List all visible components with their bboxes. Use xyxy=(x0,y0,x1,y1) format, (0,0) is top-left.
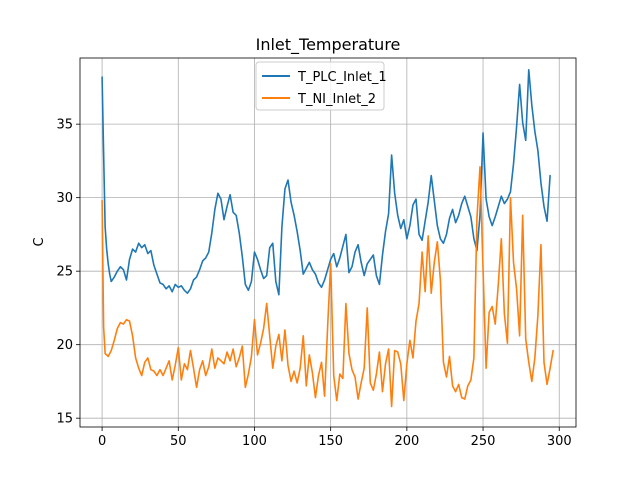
y-tick-label: 35 xyxy=(56,118,73,133)
y-tick-label: 20 xyxy=(56,338,73,353)
x-tick-label: 250 xyxy=(471,434,496,449)
y-tick-label: 25 xyxy=(56,265,73,280)
series-line-t-ni-inlet-2 xyxy=(101,165,554,408)
x-tick-label: 100 xyxy=(242,434,267,449)
x-tick-label: 50 xyxy=(170,434,187,449)
x-tick-label: 200 xyxy=(394,434,419,449)
series-group xyxy=(101,68,554,408)
x-tick-label: 0 xyxy=(98,434,106,449)
legend-label-t-plc-inlet-1: T_PLC_Inlet_1 xyxy=(297,70,387,85)
x-tick-label: 150 xyxy=(318,434,343,449)
legend-label-t-ni-inlet-2: T_NI_Inlet_2 xyxy=(297,92,376,107)
series-line-t-plc-inlet-1 xyxy=(101,68,551,296)
y-tick-label: 15 xyxy=(56,412,73,427)
x-axis: 0 50 100 150 200 250 300 xyxy=(98,427,572,449)
plot-frame xyxy=(79,57,577,428)
y-tick-label: 30 xyxy=(56,191,73,206)
chart-title: Inlet_Temperature xyxy=(256,35,401,55)
y-axis-label: C xyxy=(32,237,47,246)
y-axis: 15 20 25 30 35 xyxy=(56,118,80,427)
x-tick-label: 300 xyxy=(547,434,572,449)
legend: T_PLC_Inlet_1 T_NI_Inlet_2 xyxy=(255,61,387,111)
